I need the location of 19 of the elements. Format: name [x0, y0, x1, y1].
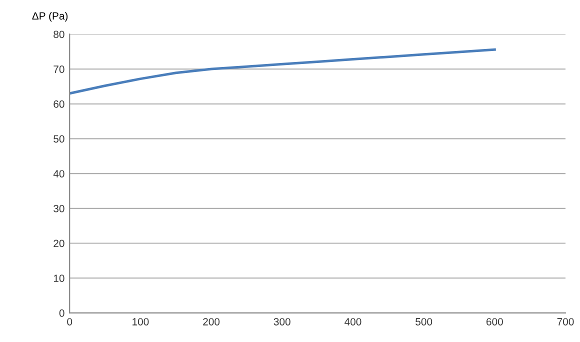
- y-tick-label: 10: [54, 274, 64, 282]
- y-tick-label: 80: [54, 30, 64, 38]
- x-tick-label: 600: [486, 318, 503, 326]
- x-tick-label: 500: [416, 318, 432, 326]
- y-tick-label: 0: [59, 309, 64, 317]
- x-tick-label: 100: [132, 318, 149, 326]
- y-axis-title: ΔP (Pa): [32, 12, 68, 22]
- y-tick-label: 20: [54, 240, 64, 248]
- x-tick-label: 700: [557, 318, 574, 326]
- x-tick-label: 300: [274, 318, 290, 326]
- x-tick-label: 0: [67, 318, 72, 326]
- x-tick-label: 400: [344, 318, 362, 326]
- line-series: [70, 48, 496, 95]
- y-tick-label: 60: [54, 100, 64, 108]
- y-tick-label: 50: [54, 135, 64, 143]
- y-tick-label: 40: [53, 170, 64, 178]
- x-tick-label: 200: [203, 318, 220, 326]
- y-tick-label: 70: [54, 66, 64, 73]
- y-tick-label: 30: [54, 204, 64, 212]
